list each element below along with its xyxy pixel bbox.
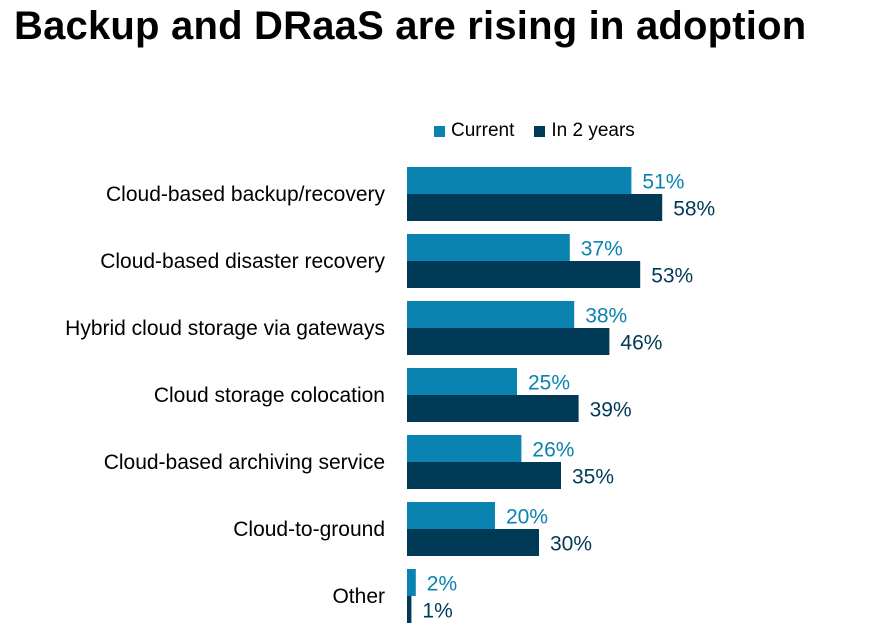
- data-label: 46%: [620, 332, 662, 355]
- category-label: Cloud-based backup/recovery: [106, 183, 385, 206]
- bar-current: [407, 502, 495, 529]
- data-label: 35%: [572, 466, 614, 489]
- category-label: Cloud storage colocation: [154, 384, 385, 407]
- category-label: Hybrid cloud storage via gateways: [65, 317, 385, 340]
- chart-title: Backup and DRaaS are rising in adoption: [14, 4, 807, 48]
- legend-item-current: Current: [434, 120, 514, 142]
- bar-current: [407, 301, 575, 328]
- category-label: Cloud-based archiving service: [104, 451, 385, 474]
- bar-in-2-years: [407, 328, 610, 355]
- bar-current: [407, 569, 416, 596]
- data-label: 30%: [550, 533, 592, 556]
- legend: Current In 2 years: [434, 120, 655, 142]
- data-label: 26%: [532, 439, 574, 462]
- data-label: 51%: [642, 171, 684, 194]
- bar-current: [407, 435, 522, 462]
- legend-swatch-current: [434, 125, 445, 137]
- legend-label-in-2-years: In 2 years: [551, 120, 635, 141]
- data-label: 20%: [506, 506, 548, 529]
- data-label: 39%: [590, 399, 632, 422]
- bar-current: [407, 368, 517, 395]
- data-label: 1%: [422, 600, 452, 623]
- legend-swatch-in-2-years: [534, 125, 546, 137]
- bar-in-2-years: [407, 529, 539, 556]
- data-label: 25%: [528, 372, 570, 395]
- bar-in-2-years: [407, 596, 412, 623]
- category-label: Cloud-based disaster recovery: [100, 250, 385, 273]
- data-label: 37%: [581, 238, 623, 261]
- bar-in-2-years: [407, 395, 579, 422]
- bar-in-2-years: [407, 462, 561, 489]
- legend-label-current: Current: [451, 120, 515, 141]
- bar-current: [407, 167, 632, 194]
- data-label: 58%: [673, 198, 715, 221]
- data-label: 2%: [427, 573, 457, 596]
- category-label: Other: [332, 585, 385, 608]
- bar-in-2-years: [407, 261, 641, 288]
- bar-current: [407, 234, 570, 261]
- data-label: 53%: [651, 265, 693, 288]
- category-label: Cloud-to-ground: [233, 518, 385, 541]
- legend-item-in-2-years: In 2 years: [534, 120, 635, 142]
- data-label: 38%: [585, 305, 627, 328]
- bar-in-2-years: [407, 194, 663, 221]
